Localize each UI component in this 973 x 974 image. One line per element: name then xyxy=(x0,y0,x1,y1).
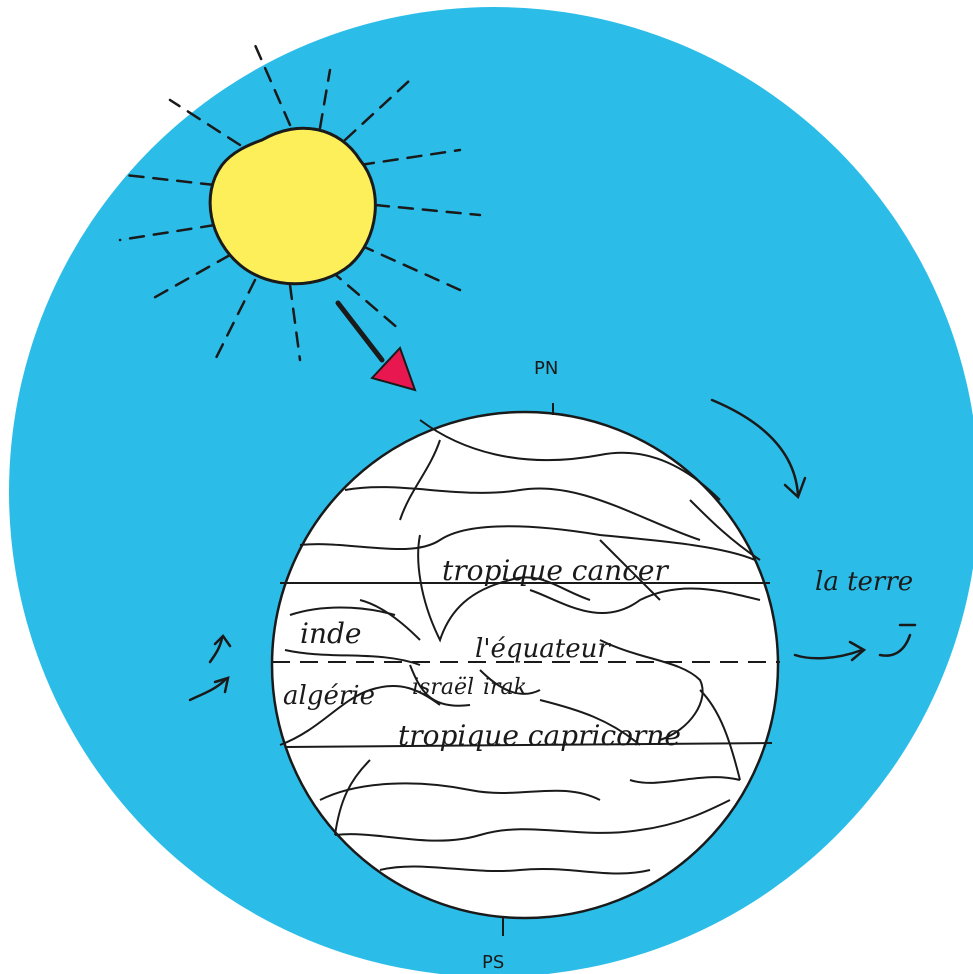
earth-label: la terre xyxy=(815,567,913,597)
arrow-down-right-icon xyxy=(335,300,417,392)
south-pole-label: PS xyxy=(482,952,504,973)
curved-arrow-icon xyxy=(188,398,917,702)
country-algeria-label: algérie xyxy=(283,681,375,711)
earth-globe xyxy=(270,403,780,936)
north-pole-label: PN xyxy=(534,358,558,379)
country-israel-label: israël xyxy=(412,675,474,700)
equator-label: l'équateur xyxy=(475,634,611,664)
sun-icon xyxy=(208,126,377,286)
sun-rays xyxy=(118,43,482,362)
country-india-label: inde xyxy=(300,617,361,650)
country-iraq-label: irak xyxy=(483,675,527,700)
tropic-of-capricorn-line xyxy=(284,742,773,748)
tropic-cancer-label: tropique cancer xyxy=(442,554,669,587)
tropic-capricorn-label: tropique capricorne xyxy=(398,719,681,752)
